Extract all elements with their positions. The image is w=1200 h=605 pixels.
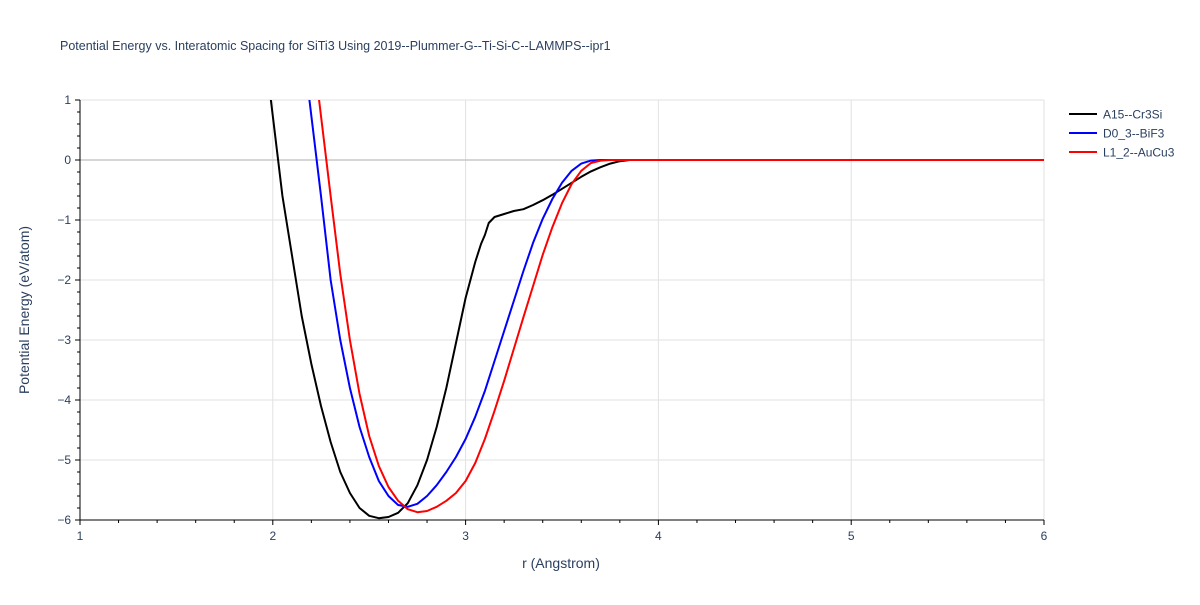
legend-item[interactable]: D0_3--BiF3 [1069,127,1165,141]
x-tick-label: 6 [1041,529,1048,543]
tick-label-layer: 1 2 3 4 5 6 1 0 −1 −2 −3 −4 −5 −6 [57,93,1047,543]
y-tick-label: 1 [64,93,71,107]
y-tick-label: −6 [57,513,71,527]
series-line-3 [318,100,1044,514]
y-tick-label: −1 [57,213,71,227]
series-line-1 [269,100,1044,520]
y-tick-label: 0 [64,153,71,167]
x-tick-label: 1 [77,529,84,543]
chart-title: Potential Energy vs. Interatomic Spacing… [60,39,611,53]
legend-item[interactable]: A15--Cr3Si [1069,108,1162,122]
y-axis-label: Potential Energy (eV/atom) [16,226,32,394]
series-layer [269,100,1044,520]
legend-label: A15--Cr3Si [1103,108,1162,122]
x-axis-label: r (Angstrom) [522,555,600,571]
x-tick-label: 4 [655,529,662,543]
y-tick-label: −4 [57,393,71,407]
legend-item[interactable]: L1_2--AuCu3 [1069,146,1175,160]
y-tick-label: −5 [57,453,71,467]
x-tick-label: 3 [462,529,469,543]
legend: A15--Cr3Si D0_3--BiF3 L1_2--AuCu3 [1069,108,1175,160]
x-tick-label: 2 [269,529,276,543]
legend-label: D0_3--BiF3 [1103,127,1165,141]
legend-label: L1_2--AuCu3 [1103,146,1175,160]
x-tick-label: 5 [848,529,855,543]
y-tick-label: −2 [57,273,71,287]
y-tick-label: −3 [57,333,71,347]
grid-layer [80,99,1045,520]
axes-layer [75,99,1045,525]
